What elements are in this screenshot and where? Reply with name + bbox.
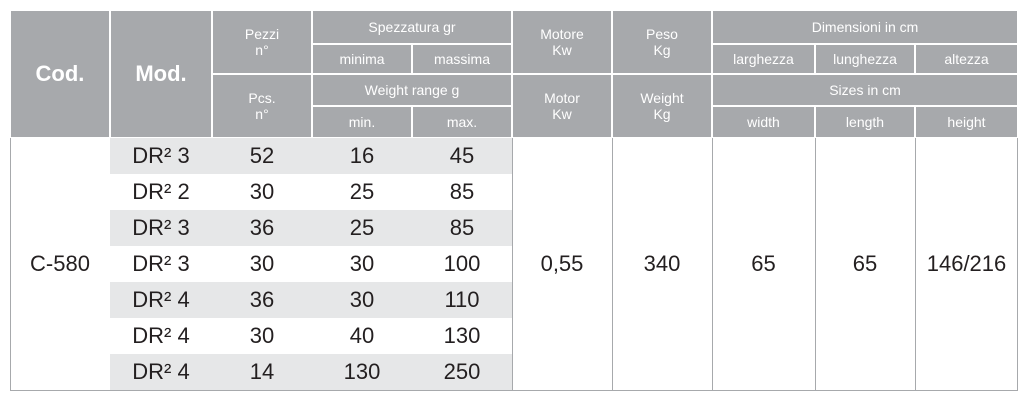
data-cell: 130 xyxy=(312,354,412,390)
data-cell: DR² 2 xyxy=(132,179,190,205)
header-cell: minima xyxy=(312,44,412,74)
data-cell: 25 xyxy=(349,179,375,205)
divider xyxy=(512,138,513,390)
header-cell: lunghezza xyxy=(815,44,915,74)
data-cell: 85 xyxy=(449,179,475,205)
data-cell: DR² 3 xyxy=(132,251,190,277)
header-cell: Motore Kw xyxy=(512,10,612,74)
header-cell: Weight Kg xyxy=(612,74,712,138)
data-cell: DR² 4 xyxy=(132,323,190,349)
header-line: Motore xyxy=(540,25,584,42)
header-line: Pcs. xyxy=(248,89,276,106)
header-line: n° xyxy=(255,106,269,122)
header-line: Peso xyxy=(646,25,678,42)
header-cell: length xyxy=(815,106,915,138)
divider xyxy=(10,390,1018,391)
header-cell: Dimensioni in cm xyxy=(712,10,1018,44)
header-cell: Cod. xyxy=(10,10,110,138)
data-cell: 100 xyxy=(443,251,481,277)
data-cell: 30 xyxy=(249,251,275,277)
data-cell: 130 xyxy=(443,323,481,349)
header-cell: Pezzi n° xyxy=(212,10,312,74)
header-line: Kw xyxy=(552,42,572,58)
data-cell: 52 xyxy=(212,138,312,174)
divider xyxy=(712,138,713,390)
header-cell: altezza xyxy=(915,44,1018,74)
data-cell: 0,55 xyxy=(540,251,584,277)
data-cell: 14 xyxy=(212,354,312,390)
divider xyxy=(915,138,916,390)
data-cell: DR² 3 xyxy=(110,210,212,246)
data-cell: 30 xyxy=(249,179,275,205)
divider xyxy=(612,138,613,390)
data-cell: DR² 3 xyxy=(110,138,212,174)
header-cell: Motor Kw xyxy=(512,74,612,138)
header-cell: Weight range g xyxy=(312,74,512,106)
data-cell: 16 xyxy=(312,138,412,174)
data-cell: 65 xyxy=(751,251,776,277)
header-cell: min. xyxy=(312,106,412,138)
data-cell: 146/216 xyxy=(926,251,1007,277)
data-cell: 25 xyxy=(312,210,412,246)
header-line: Motor xyxy=(544,89,580,106)
header-line: Pezzi xyxy=(244,25,280,42)
data-cell: 30 xyxy=(312,282,412,318)
header-cell: width xyxy=(712,106,815,138)
data-cell: DR² 4 xyxy=(110,354,212,390)
data-cell: DR² 4 xyxy=(110,282,212,318)
data-cell: 36 xyxy=(212,282,312,318)
header-cell: massima xyxy=(412,44,512,74)
header-cell: larghezza xyxy=(712,44,815,74)
data-cell: 30 xyxy=(349,251,375,277)
data-cell: 250 xyxy=(412,354,512,390)
header-cell: Spezzatura gr xyxy=(312,10,512,44)
header-cell: max. xyxy=(412,106,512,138)
header-line: Kg xyxy=(653,106,671,122)
data-cell: 65 xyxy=(852,251,878,277)
data-cell: 85 xyxy=(412,210,512,246)
data-cell: 340 xyxy=(643,251,681,277)
header-cell: Pcs. n° xyxy=(212,74,312,138)
header-line: Kg xyxy=(653,42,671,58)
header-line: Weight xyxy=(640,89,684,106)
header-cell: height xyxy=(915,106,1018,138)
divider xyxy=(10,138,11,390)
header-cell: Mod. xyxy=(110,10,212,138)
header-cell: Peso Kg xyxy=(612,10,712,74)
data-cell: 30 xyxy=(249,323,275,349)
divider xyxy=(815,138,816,390)
header-line: Kw xyxy=(552,106,572,122)
header-cell: Sizes in cm xyxy=(712,74,1018,106)
divider xyxy=(1017,138,1018,390)
data-cell: 40 xyxy=(349,323,375,349)
header-line: n° xyxy=(255,42,269,58)
data-cell: C-580 xyxy=(30,251,90,277)
data-cell: 45 xyxy=(412,138,512,174)
data-cell: 110 xyxy=(412,282,512,318)
data-cell: 36 xyxy=(212,210,312,246)
